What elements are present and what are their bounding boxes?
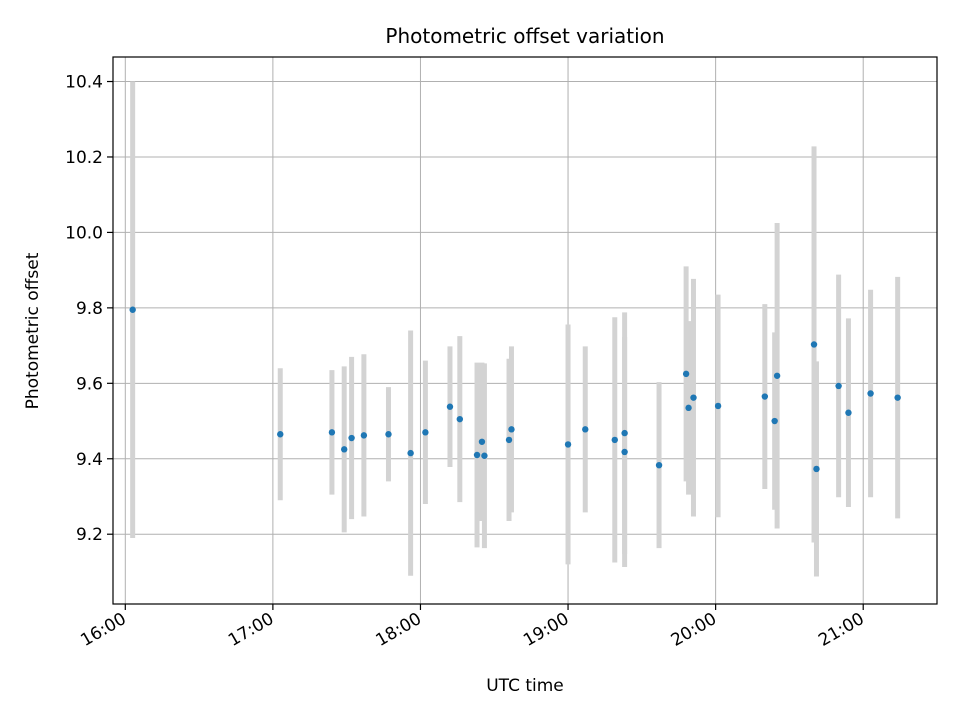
- data-points: [129, 306, 901, 473]
- grid: [113, 57, 937, 604]
- y-tick-label: 10.2: [65, 148, 103, 168]
- data-point: [813, 465, 820, 473]
- plot-frame: [112, 56, 938, 605]
- data-point: [473, 451, 481, 459]
- data-point: [385, 431, 392, 438]
- data-point: [682, 370, 690, 378]
- y-tick-label: 9.2: [76, 525, 103, 545]
- y-tick-label: 10.4: [65, 73, 103, 93]
- data-point: [810, 341, 818, 348]
- data-point: [611, 436, 618, 444]
- data-point: [478, 438, 486, 445]
- data-point: [456, 415, 464, 423]
- data-point: [761, 393, 769, 400]
- data-point: [690, 394, 697, 401]
- data-point: [277, 431, 284, 438]
- data-point: [564, 441, 572, 448]
- data-point: [505, 436, 513, 444]
- data-point: [773, 372, 781, 379]
- data-point: [582, 426, 589, 433]
- y-tick-label: 9.6: [76, 374, 103, 394]
- y-axis-label: Photometric offset: [23, 252, 43, 409]
- y-tick-label: 10.0: [65, 223, 103, 243]
- y-axis: 9.2 9.4 9.6 9.8 10.0 10.2 10.4: [65, 73, 113, 545]
- data-point: [894, 394, 901, 401]
- data-point: [422, 429, 429, 436]
- data-point: [407, 449, 414, 457]
- data-point: [328, 429, 336, 436]
- data-point: [621, 448, 628, 456]
- y-tick-label: 9.4: [76, 450, 103, 470]
- data-point: [481, 452, 488, 459]
- data-point: [446, 403, 454, 410]
- data-point: [341, 446, 348, 453]
- data-point: [867, 390, 874, 397]
- data-point: [685, 404, 692, 412]
- data-point: [508, 426, 515, 433]
- data-point: [655, 461, 663, 469]
- data-point: [835, 382, 842, 390]
- data-point: [360, 432, 368, 439]
- y-tick-label: 9.8: [76, 299, 103, 319]
- chart-title: Photometric offset variation: [385, 24, 664, 48]
- data-point: [129, 306, 136, 313]
- data-point: [348, 434, 355, 442]
- x-axis-label: UTC time: [486, 676, 564, 696]
- data-point: [714, 402, 722, 410]
- data-point: [845, 409, 852, 416]
- data-point: [771, 417, 778, 425]
- data-point: [621, 429, 628, 437]
